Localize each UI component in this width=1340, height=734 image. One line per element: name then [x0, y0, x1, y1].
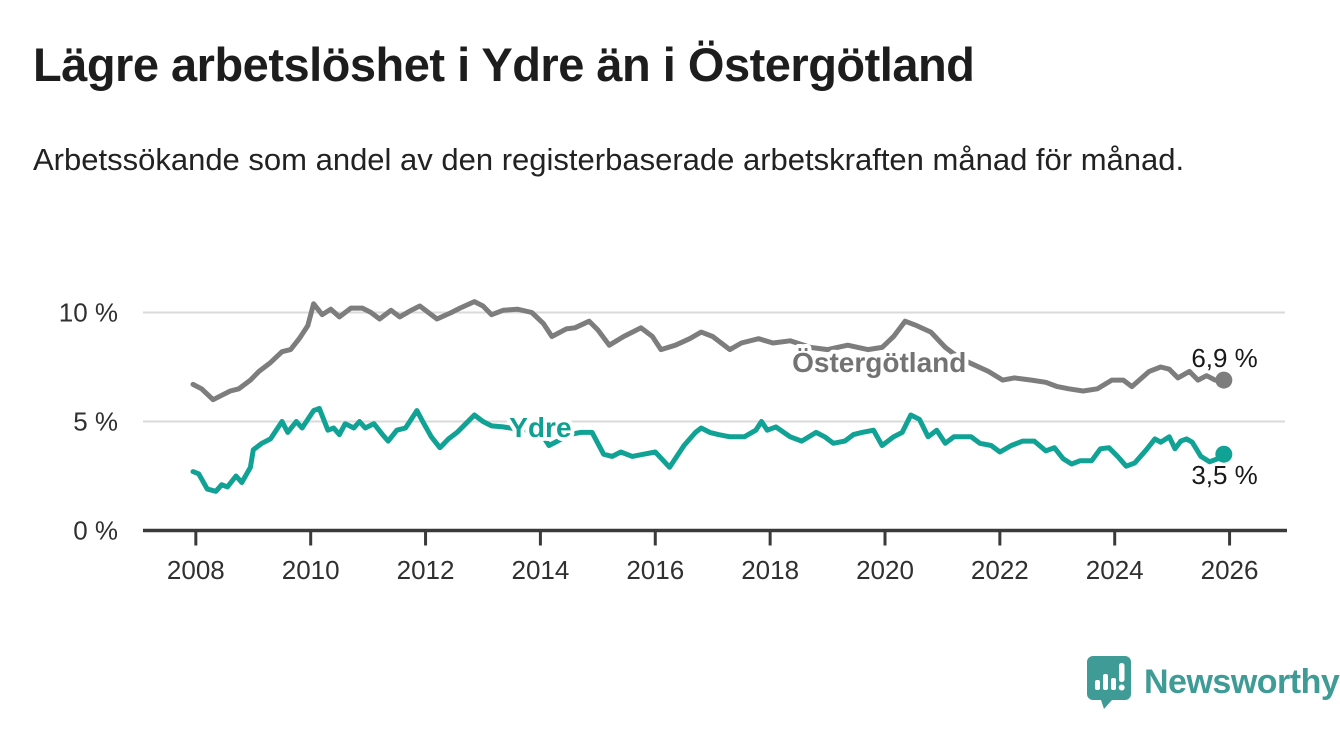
x-tick-label: 2026	[1201, 555, 1259, 585]
x-tick-label: 2018	[741, 555, 799, 585]
x-tick-label: 2010	[282, 555, 340, 585]
series-end-dot-ostergotland	[1215, 371, 1233, 389]
logo-bar-3	[1111, 678, 1116, 690]
x-tick-label: 2014	[511, 555, 569, 585]
x-tick-label: 2020	[856, 555, 914, 585]
series-label-ostergotland: Östergötland	[792, 347, 966, 378]
newsworthy-logo: Newsworthy	[1085, 654, 1340, 710]
y-tick-label: 0 %	[73, 516, 118, 546]
chart-title: Lägre arbetslöshet i Ydre än i Östergötl…	[33, 38, 975, 91]
unemployment-line-chart: 2008 2010 2012 2014 2016 2018 2020 2022 2024 2026…	[59, 298, 1287, 585]
chart-subtitle: Arbetssökande som andel av den registerb…	[33, 142, 1185, 177]
series-label-ydre: Ydre	[509, 412, 571, 443]
x-tick-label: 2012	[397, 555, 455, 585]
x-tick-label: 2024	[1086, 555, 1144, 585]
series-end-dot-ydre	[1215, 445, 1233, 463]
x-tick-label: 2016	[626, 555, 684, 585]
y-tick-label: 5 %	[73, 407, 118, 437]
newsworthy-logo-text: Newsworthy	[1144, 662, 1340, 701]
newsworthy-logo-icon	[1087, 656, 1131, 709]
y-tick-label: 10 %	[59, 298, 118, 328]
x-tick-label: 2008	[167, 555, 225, 585]
logo-bar-1	[1095, 680, 1100, 690]
series-line-ydre	[190, 405, 1227, 494]
logo-exclamation-dot	[1118, 684, 1125, 691]
series-end-value-ydre: 3,5 %	[1191, 460, 1258, 490]
x-tick-label: 2022	[971, 555, 1029, 585]
logo-bar-2	[1103, 674, 1108, 690]
logo-exclamation-bar	[1119, 663, 1125, 682]
series-end-value-ostergotland: 6,9 %	[1191, 343, 1258, 373]
series-line-ostergotland	[190, 299, 1227, 403]
